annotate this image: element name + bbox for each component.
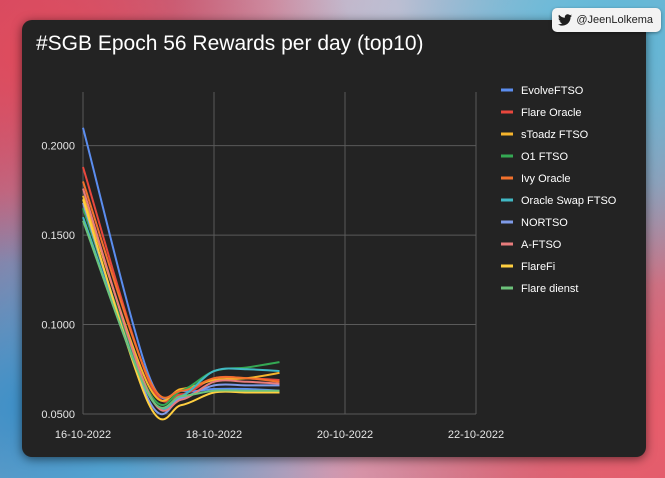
legend-label-a-ftso: A-FTSO xyxy=(521,239,562,251)
legend-label-stoadz-ftso: sToadz FTSO xyxy=(521,129,589,141)
chart-title: #SGB Epoch 56 Rewards per day (top10) xyxy=(36,32,424,55)
x-tick-label: 18-10-2022 xyxy=(186,429,242,441)
legend-label-flarefi: FlareFi xyxy=(521,261,555,273)
y-tick-label: 0.1000 xyxy=(41,320,75,332)
legend-label-nortso: NORTSO xyxy=(521,217,568,229)
x-tick-label: 22-10-2022 xyxy=(448,429,504,441)
legend-label-oracle-swap-ftso: Oracle Swap FTSO xyxy=(521,195,617,207)
x-tick-label: 20-10-2022 xyxy=(317,429,373,441)
legend-label-ivy-oracle: Ivy Oracle xyxy=(521,173,571,185)
twitter-handle-badge[interactable]: @JeenLolkema xyxy=(552,8,661,32)
series-line-flare-dienst xyxy=(82,220,280,409)
y-tick-label: 0.2000 xyxy=(41,141,75,153)
series-line-evolveftso xyxy=(82,127,280,400)
legend-label-o1-ftso: O1 FTSO xyxy=(521,151,569,163)
twitter-bird-icon xyxy=(558,14,573,26)
y-tick-label: 0.0500 xyxy=(41,409,75,421)
line-chart: 0.0500 0.1000 0.1500 0.2000 16-10-2022 18-10-… xyxy=(41,85,617,441)
series-line-ivy-oracle xyxy=(82,181,280,399)
series-line-flarefi xyxy=(82,198,280,421)
chart-card: #SGB Epoch 56 Rewards per day (top10) 0.… xyxy=(22,20,646,457)
legend-label-flare-dienst: Flare dienst xyxy=(521,283,578,295)
y-tick-label: 0.1500 xyxy=(41,230,75,242)
twitter-handle: @JeenLolkema xyxy=(576,14,653,26)
series-line-a-ftso xyxy=(82,188,280,412)
legend-label-evolveftso: EvolveFTSO xyxy=(521,85,584,97)
legend-label-flare-oracle: Flare Oracle xyxy=(521,107,582,119)
x-tick-label: 16-10-2022 xyxy=(55,429,111,441)
